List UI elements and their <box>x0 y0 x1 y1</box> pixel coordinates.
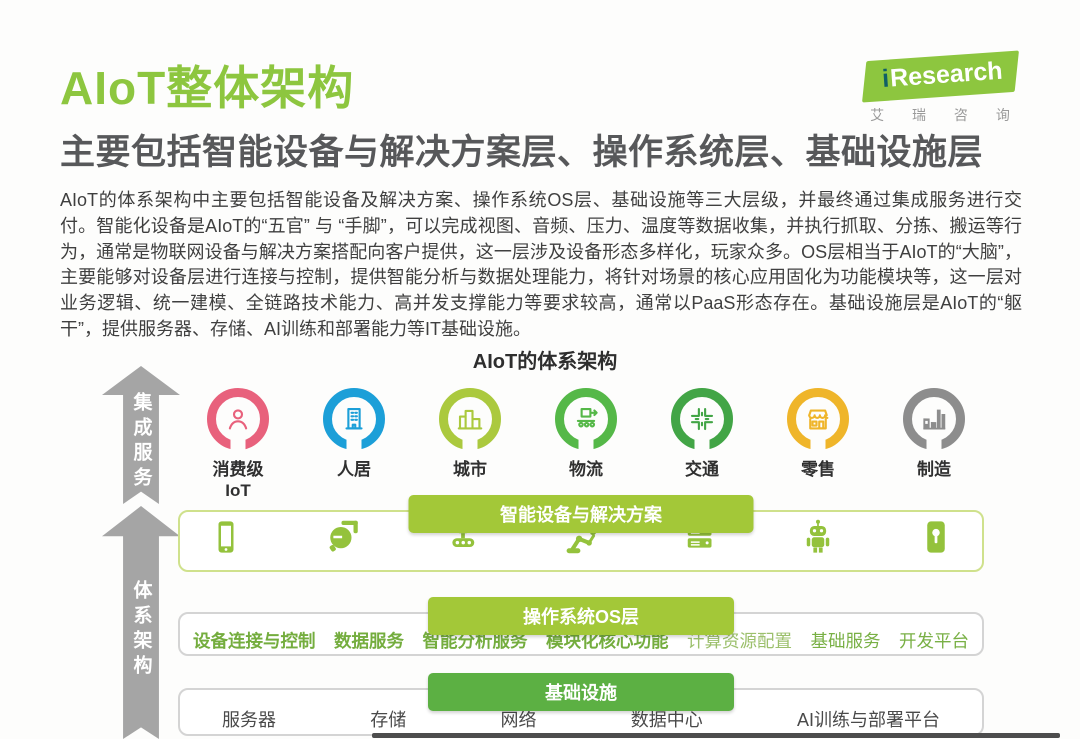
scene-label: 制造 <box>917 460 951 479</box>
smart-lock-icon <box>916 517 956 562</box>
device-solution-banner: 智能设备与解决方案 <box>408 495 754 533</box>
device-solution-layer: 智能设备与解决方案 <box>178 495 984 572</box>
scene-habitat: 人居 <box>302 388 406 501</box>
scene-retail: 零售 <box>766 388 870 501</box>
storefront-icon <box>787 388 849 450</box>
page-subtitle: 主要包括智能设备与解决方案层、操作系统层、基础设施层 <box>60 133 984 172</box>
scene-logistics: 物流 <box>534 388 638 501</box>
infrastructure-item: 存储 <box>370 710 407 730</box>
security-camera-icon <box>324 517 364 562</box>
os-capability: 基础服务 <box>810 630 881 651</box>
video-progress-bar <box>372 733 1060 738</box>
infrastructure-layer: 基础设施 服务器 存储 网络 数据中心 AI训练与部署平台 <box>178 673 984 736</box>
os-capability: 开发平台 <box>899 630 969 651</box>
iresearch-logo-flag: iResearch <box>861 50 1019 103</box>
factory-icon <box>903 388 965 450</box>
city-icon <box>439 388 501 450</box>
os-layer: 操作系统OS层 设备连接与控制 数据服务 智能分析服务 模块化核心功能 计算资源配置 基础… <box>178 597 984 656</box>
infrastructure-item: 服务器 <box>222 710 276 730</box>
os-capability: 模块化核心功能 <box>546 630 669 651</box>
logo-brand-text: Research <box>888 56 1004 93</box>
os-capability: 智能分析服务 <box>422 630 528 651</box>
os-capability-row: 设备连接与控制 数据服务 智能分析服务 模块化核心功能 计算资源配置 基础服务 开发平台 <box>180 614 982 654</box>
smartphone-icon <box>206 517 246 562</box>
intro-paragraph: AIoT的体系架构中主要包括智能设备及解决方案、操作系统OS层、基础设施等三大层… <box>60 190 1022 339</box>
scene-icon-row: 消费级 IoT 人居 城市 物流 交通 零售 制造 <box>186 388 986 501</box>
iresearch-logo: iResearch 艾 瑞 咨 询 <box>850 50 1030 125</box>
architecture-arrow: 体系架构 <box>102 506 180 739</box>
integration-services-label: 集成服务 <box>130 392 152 492</box>
robotic-arm-icon <box>561 517 601 562</box>
scene-consumer-iot: 消费级 IoT <box>186 388 290 501</box>
infrastructure-item: AI训练与部署平台 <box>796 710 940 730</box>
infrastructure-item: 网络 <box>500 710 537 730</box>
os-capability: 计算资源配置 <box>687 630 792 651</box>
infrastructure-banner: 基础设施 <box>428 673 734 711</box>
scene-label: 物流 <box>569 460 603 479</box>
os-capability: 数据服务 <box>334 630 404 651</box>
scene-label: 城市 <box>453 460 487 479</box>
building-icon <box>323 388 385 450</box>
page-title: AIoT整体架构 <box>60 62 355 114</box>
os-layer-banner: 操作系统OS层 <box>428 597 734 635</box>
scene-city: 城市 <box>418 388 522 501</box>
scene-label: 零售 <box>801 460 835 479</box>
scene-label: 消费级 IoT <box>212 460 264 500</box>
scene-label: 人居 <box>337 460 371 479</box>
infrastructure-item-row: 服务器 存储 网络 数据中心 AI训练与部署平台 <box>180 690 982 734</box>
logo-tagline: 艾 瑞 咨 询 <box>870 107 1022 123</box>
integration-services-arrow: 集成服务 <box>102 366 180 504</box>
crossroad-icon <box>671 388 733 450</box>
scene-traffic: 交通 <box>650 388 754 501</box>
conveyor-icon <box>555 388 617 450</box>
infrastructure-item: 数据中心 <box>630 710 703 730</box>
diagram-title: AIoT的体系架构 <box>472 351 618 373</box>
robot-icon <box>798 517 838 562</box>
scene-manufacturing: 制造 <box>882 388 986 501</box>
person-icon <box>207 388 269 450</box>
os-capability: 设备连接与控制 <box>193 630 316 651</box>
scene-label: 交通 <box>685 460 719 479</box>
architecture-label: 体系架构 <box>130 579 152 680</box>
